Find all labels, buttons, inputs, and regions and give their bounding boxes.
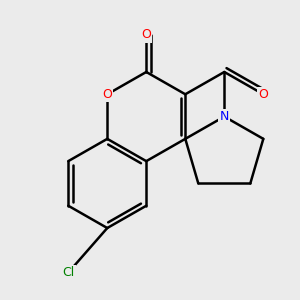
Text: N: N [220,110,229,123]
Text: O: O [258,88,268,101]
Text: O: O [102,88,112,101]
Text: O: O [141,28,151,41]
Text: Cl: Cl [62,266,74,279]
